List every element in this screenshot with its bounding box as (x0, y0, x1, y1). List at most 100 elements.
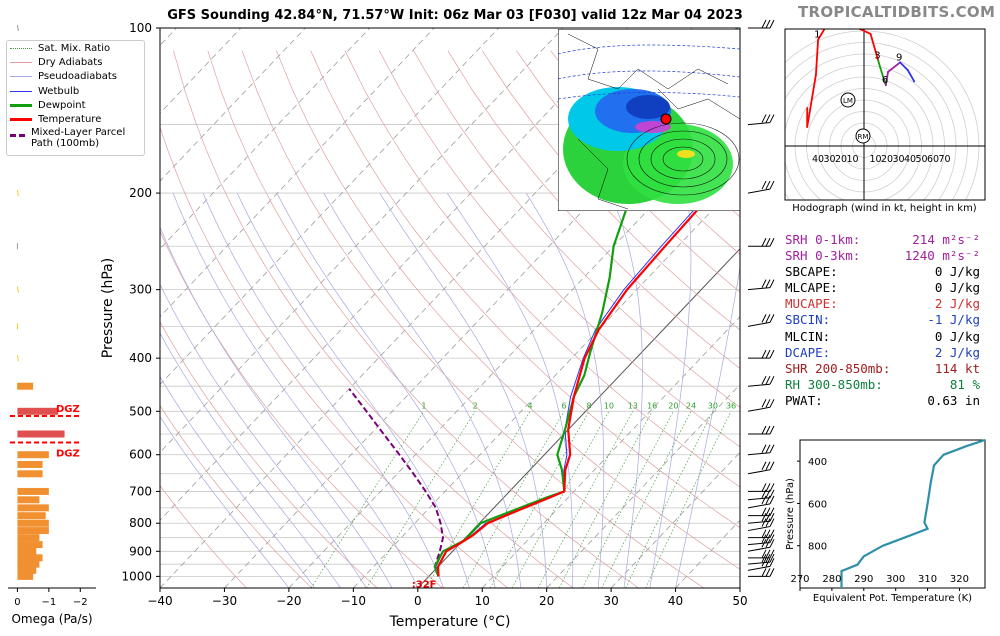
wind-barb (747, 546, 771, 552)
omega-axis-label: Omega (Pa/s) (11, 612, 92, 626)
hodograph-height-label: 1 (814, 30, 820, 41)
legend-label: Mixed-Layer Parcel Path (100mb) (31, 126, 126, 149)
legend-label: Dewpoint (38, 99, 86, 111)
storm-motion-label: RM (858, 133, 869, 141)
legend-symbol (10, 47, 32, 49)
mixing-ratio-label: 4 (528, 401, 533, 410)
wind-barb-flag (765, 180, 771, 190)
omega-bar (17, 407, 59, 415)
omega-bar (17, 451, 49, 459)
mixing-ratio-label: 20 (668, 401, 678, 410)
wind-barb-flag (769, 507, 775, 516)
dgz-label: DGZ (56, 449, 80, 460)
dry-adiabat (344, 50, 740, 488)
wind-barb-flag (761, 553, 767, 563)
stat-row: MUCAPE: 2 J/kg (785, 296, 980, 312)
mixing-ratio-label: 1 (421, 401, 426, 410)
hodograph-trace (877, 59, 882, 69)
wind-barb-flag (761, 314, 767, 323)
wind-barb-flag (765, 539, 771, 548)
pseudoadiabat (610, 192, 643, 588)
hodograph-ring-label: 40 (812, 154, 824, 165)
pseudoadiabat (160, 376, 315, 588)
storm-motion-marker (840, 92, 856, 108)
stat-label: RH 300-850mb: (785, 376, 883, 392)
wind-barb-flag (761, 425, 767, 435)
stat-row: SBCIN: -1 J/kg (785, 312, 980, 328)
stat-value: 2 J/kg (934, 296, 980, 312)
x-tick-label: 40 (668, 594, 683, 608)
dry-adiabat (160, 126, 509, 588)
x-tick-label: 20 (539, 594, 554, 608)
sounding-stats: SRH 0-1km: 214 m²s⁻² SRH 0-3km: 1240 m²s⁻² S… (785, 232, 980, 409)
hodograph-ring-label: 70 (938, 154, 950, 165)
legend-symbol (10, 90, 32, 92)
y-tick-label: 300 (129, 283, 152, 297)
pseudoadiabat (525, 192, 605, 588)
wind-barb-flag (769, 495, 775, 505)
dry-adiabat (516, 50, 740, 293)
dry-adiabat (447, 50, 740, 369)
wind-barb (747, 321, 771, 327)
legend-item: Wetbulb (7, 84, 144, 98)
pseudoadiabat (172, 192, 419, 588)
stat-value: 214 m²s⁻² (912, 232, 980, 247)
dry-adiabat (276, 50, 740, 570)
isotherm-line (160, 28, 628, 521)
wind-barb-flag (765, 237, 771, 247)
omega-tick-mark (16, 189, 19, 197)
y-tick-label: 1000 (121, 569, 152, 583)
hodograph-ring-label: 10 (846, 154, 858, 165)
wind-barb-flag (769, 483, 775, 492)
isotherm-line (160, 28, 435, 318)
wind-barb-flag (761, 399, 767, 408)
x-tick-label: 50 (732, 594, 747, 608)
wind-barb-flag (769, 549, 775, 559)
chart-title: GFS Sounding 42.84°N, 71.57°W Init: 06z … (167, 8, 743, 23)
omega-tick-mark (16, 24, 19, 32)
stat-label: SBCIN: (785, 312, 831, 328)
wind-barb-flag (765, 425, 771, 435)
pseudoadiabat (160, 415, 290, 588)
wind-barb-flag (765, 19, 771, 29)
mixing-ratio-line (645, 411, 732, 588)
wind-barb-flag (761, 539, 767, 548)
y-tick-label: 800 (129, 516, 152, 530)
omega-bar (17, 470, 43, 478)
hodograph-ring-label: 10 (869, 154, 881, 165)
mixing-ratio-line (601, 411, 692, 588)
hodograph-ring-label: 30 (892, 154, 904, 165)
stat-row: SRH 0-1km: 214 m²s⁻² (785, 232, 980, 248)
stat-label: MUCAPE: (785, 296, 838, 312)
stat-label: SBCAPE: (785, 264, 838, 280)
wind-barb-flag (765, 399, 771, 408)
wind-barb-flag (761, 534, 767, 543)
wind-barb-flag (769, 461, 775, 471)
omega-tick-mark (16, 355, 19, 362)
stat-value: 2 J/kg (934, 344, 980, 360)
hodograph-ring-label: 40 (904, 154, 916, 165)
wind-barb-flag (765, 513, 771, 522)
legend-item: Mixed-Layer Parcel Path (100mb) (7, 127, 144, 155)
isotherm-line (417, 248, 740, 588)
wind-barb (747, 452, 771, 456)
wind-barb-flag (765, 534, 771, 543)
legend-symbol (10, 76, 32, 78)
wind-barb-flag (769, 19, 775, 29)
stat-row: MLCAPE: 0 J/kg (785, 280, 980, 296)
wind-barb-flag (761, 513, 767, 522)
hodograph-height-label: 3 (874, 51, 880, 62)
omega-bar (17, 430, 65, 438)
hodograph-trace (884, 71, 889, 87)
hodograph-trace (887, 61, 901, 73)
y-tick-label: 600 (129, 448, 152, 462)
stat-label: MLCAPE: (785, 280, 838, 296)
stat-value: 0 J/kg (934, 328, 980, 344)
wind-barb-flag (769, 534, 775, 543)
wind-barb-flag (761, 489, 767, 499)
mixing-ratio-line (511, 411, 610, 588)
stat-value: 114 kt (934, 360, 980, 376)
stat-value: 0 J/kg (934, 264, 980, 280)
mixing-ratio-line (310, 411, 425, 588)
parcel-path-trace (348, 388, 444, 577)
